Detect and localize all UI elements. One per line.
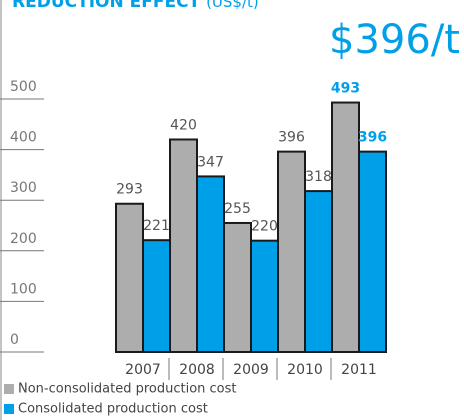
legend-label: Non-consolidated production cost	[18, 382, 237, 397]
bar	[331, 101, 360, 353]
value-label: 396	[358, 130, 387, 146]
y-tick-label: 500	[10, 79, 37, 95]
value-label: 493	[331, 81, 360, 97]
headline: $396/t	[329, 17, 460, 63]
x-tick-label: 2010	[287, 362, 323, 378]
x-tick-label: 2011	[341, 362, 377, 378]
y-tick-label: 0	[10, 332, 19, 348]
value-label: 420	[170, 117, 197, 133]
x-tick-label: 2007	[125, 362, 161, 378]
x-tick-label: 2008	[179, 362, 215, 378]
y-tick-label: 300	[10, 180, 37, 196]
value-label: 318	[305, 169, 332, 185]
value-label: 347	[197, 154, 224, 170]
bar	[250, 239, 279, 353]
legend-swatch	[4, 404, 14, 414]
bar	[358, 150, 387, 353]
bar	[304, 190, 333, 353]
x-tick-label: 2009	[233, 362, 269, 378]
chart-title: REDUCTION EFFECT (US$/t)	[12, 0, 259, 12]
value-label: 221	[143, 218, 170, 234]
y-tick-label: 100	[10, 281, 37, 297]
legend-label: Consolidated production cost	[18, 402, 208, 417]
bar	[277, 150, 306, 353]
y-tick-label: 400	[10, 130, 37, 146]
value-label: 255	[224, 201, 251, 217]
bar	[115, 202, 144, 353]
bar	[169, 138, 198, 353]
legend-swatch	[4, 384, 14, 394]
y-tick-label: 200	[10, 231, 37, 247]
value-label: 220	[251, 219, 278, 235]
title-main: REDUCTION EFFECT	[12, 0, 201, 12]
value-label: 293	[116, 182, 143, 198]
bar	[196, 175, 225, 353]
bar	[142, 239, 171, 353]
bar	[223, 221, 252, 353]
title-unit: (US$/t)	[206, 0, 259, 11]
value-label: 396	[278, 130, 305, 146]
